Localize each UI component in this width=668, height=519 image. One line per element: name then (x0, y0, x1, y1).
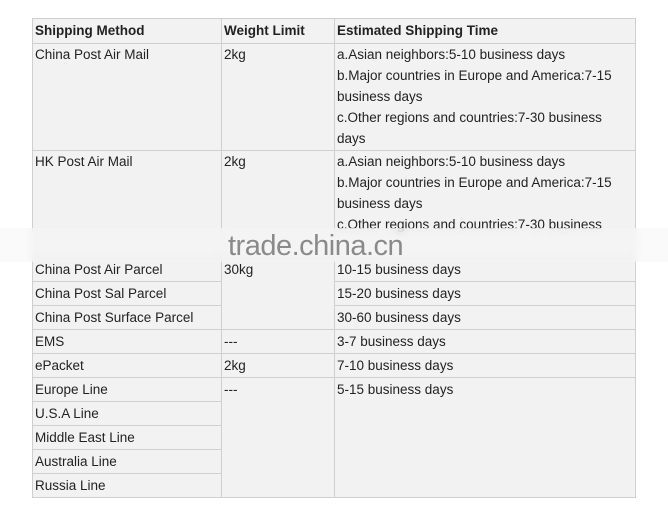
method-cell: ePacket (32, 353, 222, 378)
weight-cell: --- (221, 377, 335, 498)
weight-cell: 2kg (221, 353, 335, 378)
table-row: China Post Sal Parcel 15-20 business day… (32, 281, 636, 306)
time-cell: 15-20 business days (334, 281, 636, 306)
table-row: China Post Air Mail 2kg a.Asian neighbor… (32, 43, 636, 151)
method-cell: China Post Surface Parcel (32, 305, 222, 330)
table-row: ePacket 2kg 7-10 business days (32, 353, 636, 378)
time-line: business days (337, 196, 423, 211)
weight-cell: 2kg (221, 43, 335, 151)
table-row: Russia Line (32, 473, 636, 498)
table-row: EMS --- 3-7 business days (32, 329, 636, 354)
time-line: b.Major countries in Europe and America:… (337, 175, 612, 190)
time-cell: a.Asian neighbors:5-10 business days b.M… (334, 43, 636, 151)
time-cell: 3-7 business days (334, 329, 636, 354)
method-cell: China Post Sal Parcel (32, 281, 222, 306)
time-cell: 5-15 business days (334, 377, 636, 498)
method-cell: U.S.A Line (32, 401, 222, 426)
watermark: trade.china.cn (228, 230, 404, 262)
time-line: a.Asian neighbors:5-10 business days (337, 47, 566, 62)
watermark-blur-band (0, 228, 668, 262)
time-cell: 30-60 business days (334, 305, 636, 330)
header-shipping-method: Shipping Method (32, 18, 222, 44)
time-line: b.Major countries in Europe and America:… (337, 68, 612, 83)
method-cell: China Post Air Mail (32, 43, 222, 151)
time-cell: 7-10 business days (334, 353, 636, 378)
method-cell: Europe Line (32, 377, 222, 402)
shipping-table: Shipping Method Weight Limit Estimated S… (32, 18, 636, 498)
time-line: a.Asian neighbors:5-10 business days (337, 154, 566, 169)
header-estimated-time: Estimated Shipping Time (334, 18, 636, 44)
header-row: Shipping Method Weight Limit Estimated S… (32, 18, 636, 44)
table-row: Middle East Line (32, 425, 636, 450)
table-row: China Post Surface Parcel 30-60 business… (32, 305, 636, 330)
time-line: business days (337, 89, 423, 104)
time-line: days (337, 131, 366, 146)
method-cell: Russia Line (32, 473, 222, 498)
table-row: Europe Line --- 5-15 business days (32, 377, 636, 498)
header-weight-limit: Weight Limit (221, 18, 335, 44)
time-line: c.Other regions and countries:7-30 busin… (337, 110, 602, 125)
method-cell: Australia Line (32, 449, 222, 474)
method-cell: Middle East Line (32, 425, 222, 450)
weight-cell: 30kg (221, 257, 335, 330)
weight-cell: --- (221, 329, 335, 354)
method-cell: EMS (32, 329, 222, 354)
